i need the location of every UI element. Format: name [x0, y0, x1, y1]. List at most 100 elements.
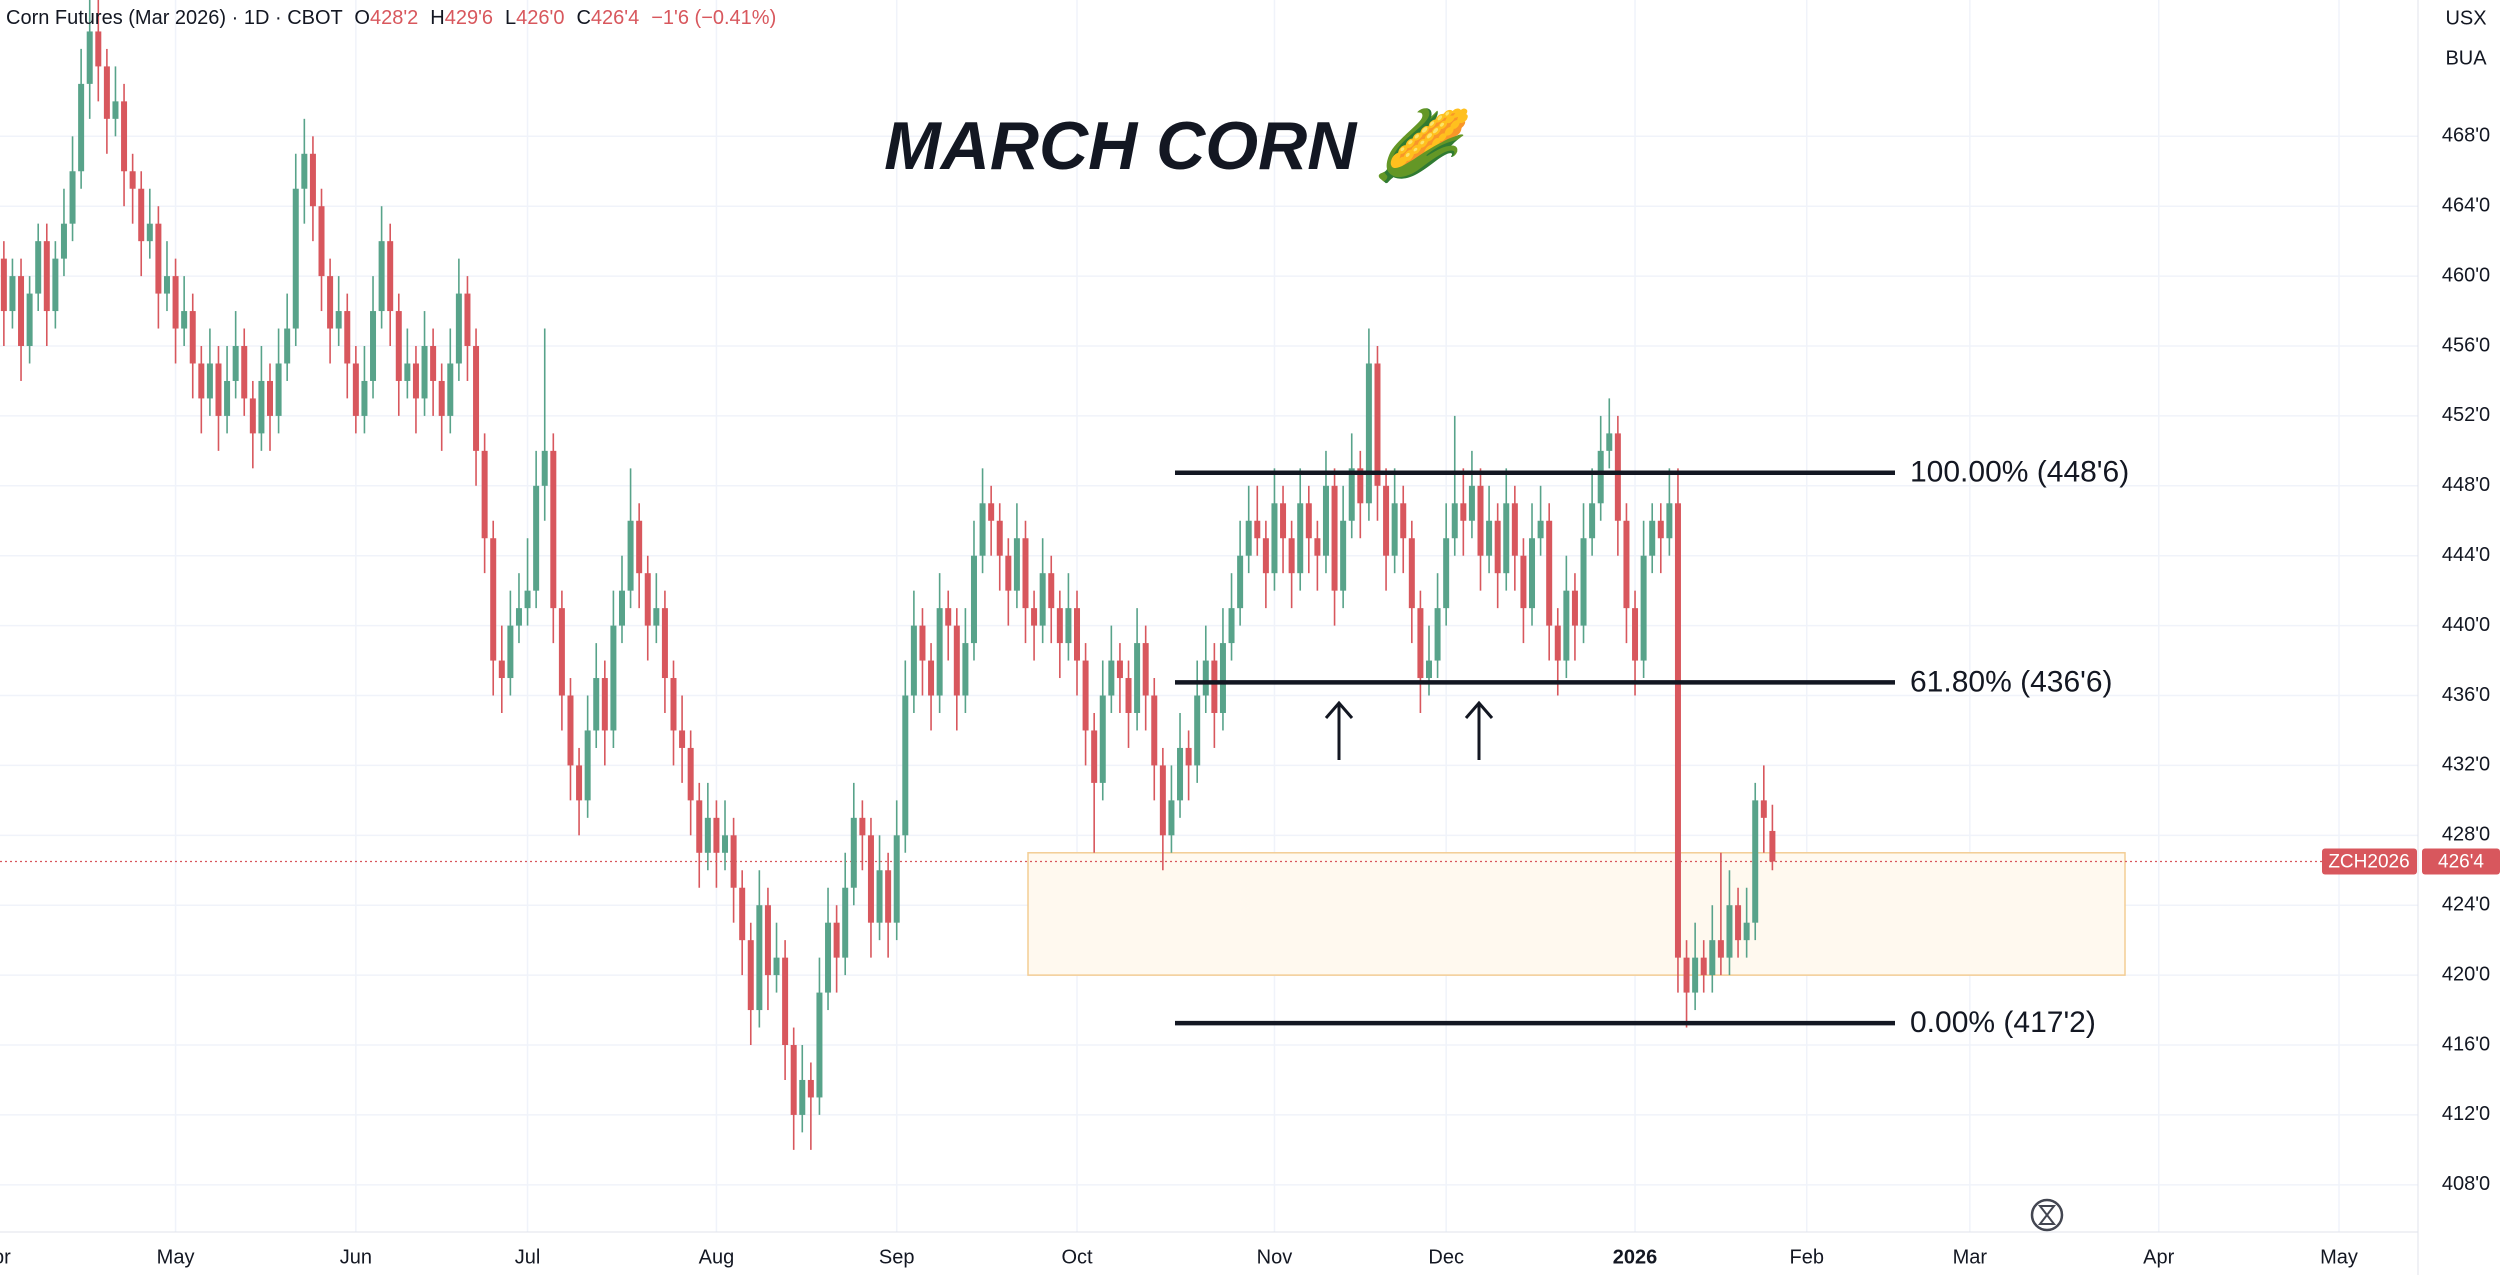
hourglass[interactable] [2037, 1205, 2057, 1225]
candle-body [533, 485, 540, 591]
candle-body [378, 241, 385, 312]
candle-body [1280, 503, 1287, 539]
candle-body [1065, 608, 1072, 644]
candle-body [1168, 800, 1175, 836]
candle-body [258, 380, 265, 434]
candle-body [1262, 538, 1269, 574]
candle-body [1082, 660, 1089, 731]
candle-body [1202, 660, 1209, 696]
x-tick-label: Mar [1953, 1246, 1988, 1268]
candle-body [473, 346, 480, 451]
candle-body [730, 835, 737, 888]
candle-body [395, 311, 402, 381]
candle-body [1666, 503, 1673, 539]
candle-body [490, 538, 497, 661]
candle-body [1520, 555, 1527, 609]
candle-body [26, 293, 33, 347]
chart-title: MARCH CORN 🌽 [884, 105, 1472, 184]
candle-body [1597, 450, 1604, 504]
candle-body [1348, 468, 1355, 521]
candle-body [464, 293, 471, 347]
candle-body [1391, 503, 1398, 556]
candle-body [155, 223, 162, 294]
candle-body [1657, 520, 1664, 539]
candle-body [318, 206, 325, 277]
candle-body [507, 625, 514, 679]
candle-body [241, 346, 248, 399]
symbol-name: Corn Futures (Mar 2026) · 1D · CBOT [6, 7, 343, 29]
candle-body [1125, 678, 1132, 713]
candle-body [1735, 905, 1742, 941]
candle-body [867, 835, 874, 923]
candle-body [1022, 538, 1029, 609]
candle-body [1468, 485, 1475, 521]
candle-body [696, 800, 703, 853]
candle-body [1185, 747, 1192, 766]
candle-body [644, 573, 651, 626]
candle-body [1031, 608, 1038, 626]
symbol-tag [2322, 848, 2417, 875]
y-tick-label: 420'0 [2442, 963, 2490, 985]
y-tick-label: 460'0 [2442, 264, 2490, 286]
candle-body [876, 870, 883, 923]
candle-body [224, 380, 231, 416]
y-tick-label: 448'0 [2442, 474, 2490, 496]
candle-body [1254, 520, 1261, 539]
candle-body [1357, 468, 1364, 504]
candle-body [764, 905, 771, 976]
candle-body [344, 311, 351, 364]
candle-body [1142, 643, 1149, 696]
replay-icon[interactable] [2030, 1198, 2064, 1232]
candle-body [558, 608, 565, 696]
candle-body [198, 363, 205, 399]
candle-body [593, 678, 600, 731]
candle-body [335, 311, 342, 329]
candle-body [782, 957, 789, 1046]
x-tick-label: Apr [2143, 1246, 2174, 1268]
ohlc-key: O [354, 7, 370, 29]
y-tick-label: 436'0 [2442, 684, 2490, 706]
candle-body [945, 608, 952, 626]
candle-body [1365, 363, 1372, 504]
candle-body [541, 450, 548, 486]
candle-body [576, 765, 583, 801]
candle-body [1717, 940, 1724, 958]
candle-body [1374, 363, 1381, 486]
candle-body [1494, 520, 1501, 574]
candle-body [1074, 608, 1081, 661]
candle-body [60, 223, 67, 259]
candle-body [1434, 608, 1441, 661]
candle-body [1589, 503, 1596, 539]
candle-body [1486, 520, 1493, 556]
candle-body [35, 241, 42, 294]
candle-body [1048, 573, 1055, 609]
candle-body [387, 241, 394, 312]
candle-body [610, 625, 617, 731]
candle-body [1305, 503, 1312, 539]
candle-body [936, 608, 943, 696]
change: −1'6 (−0.41%) [651, 7, 776, 29]
candle-body [962, 643, 969, 696]
candle-body [232, 346, 239, 381]
candle-body [618, 590, 625, 626]
candle-body [43, 241, 50, 312]
candle-body [1211, 660, 1218, 713]
candle-body [1400, 503, 1407, 539]
candle-body [524, 590, 531, 609]
x-tick-label: Nov [1257, 1246, 1293, 1268]
candle-body [1451, 503, 1458, 539]
candle-body [807, 1079, 814, 1098]
candle-body [1331, 485, 1338, 591]
candle-body [902, 695, 909, 836]
symbol-tag-label: ZCH2026 [2328, 852, 2409, 873]
candle-body [1580, 538, 1587, 626]
candle-body [661, 608, 668, 679]
y-tick-label: 416'0 [2442, 1033, 2490, 1055]
candle-body [953, 625, 960, 696]
candle-body [1649, 520, 1656, 556]
candle-body [1228, 608, 1235, 644]
candle-body [1632, 608, 1639, 661]
candle-body [1554, 625, 1561, 661]
candle-body [1760, 800, 1767, 818]
